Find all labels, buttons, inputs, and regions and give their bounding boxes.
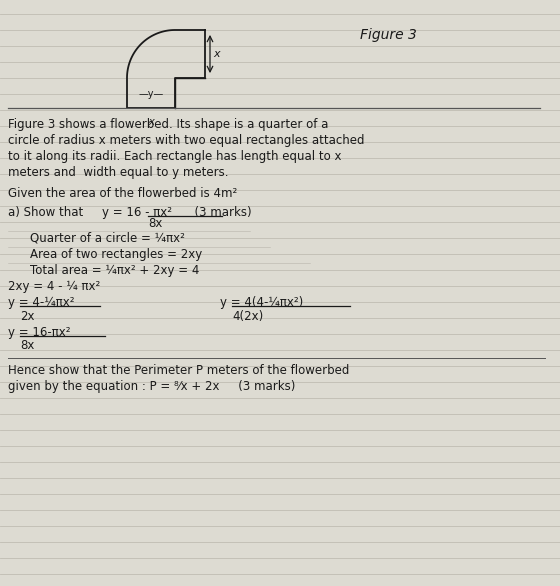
Text: 8x: 8x: [20, 339, 34, 352]
Text: x: x: [213, 49, 220, 59]
Text: Figure 3: Figure 3: [360, 28, 417, 42]
Text: 8x: 8x: [148, 217, 162, 230]
Text: Hence show that the Perimeter P meters of the flowerbed: Hence show that the Perimeter P meters o…: [8, 364, 349, 377]
Text: Total area = ¼πx² + 2xy = 4: Total area = ¼πx² + 2xy = 4: [30, 264, 199, 277]
Text: Quarter of a circle = ¼πx²: Quarter of a circle = ¼πx²: [30, 231, 185, 244]
Text: —y—: —y—: [138, 89, 164, 99]
Text: y = 4-¼πx²: y = 4-¼πx²: [8, 295, 74, 309]
Text: y = 4(4-¼πx²): y = 4(4-¼πx²): [220, 295, 304, 309]
Text: a) Show that     y = 16 - πx²      (3 marks): a) Show that y = 16 - πx² (3 marks): [8, 206, 251, 219]
Text: Given the area of the flowerbed is 4m²: Given the area of the flowerbed is 4m²: [8, 187, 237, 200]
Text: y = 16-πx²: y = 16-πx²: [8, 326, 71, 339]
Text: x: x: [148, 117, 154, 127]
Text: meters and  width equal to y meters.: meters and width equal to y meters.: [8, 166, 228, 179]
Text: 2x: 2x: [20, 310, 35, 323]
Text: to it along its radii. Each rectangle has length equal to x: to it along its radii. Each rectangle ha…: [8, 150, 342, 163]
Text: Area of two rectangles = 2xy: Area of two rectangles = 2xy: [30, 248, 202, 261]
Text: Figure 3 shows a flowerbed. Its shape is a quarter of a: Figure 3 shows a flowerbed. Its shape is…: [8, 118, 328, 131]
Text: 2xy = 4 - ¼ πx²: 2xy = 4 - ¼ πx²: [8, 280, 100, 292]
Text: circle of radius x meters with two equal rectangles attached: circle of radius x meters with two equal…: [8, 134, 365, 147]
Text: 4(2x): 4(2x): [232, 310, 263, 323]
Text: given by the equation : P = ⁸⁄x + 2x     (3 marks): given by the equation : P = ⁸⁄x + 2x (3 …: [8, 380, 295, 393]
